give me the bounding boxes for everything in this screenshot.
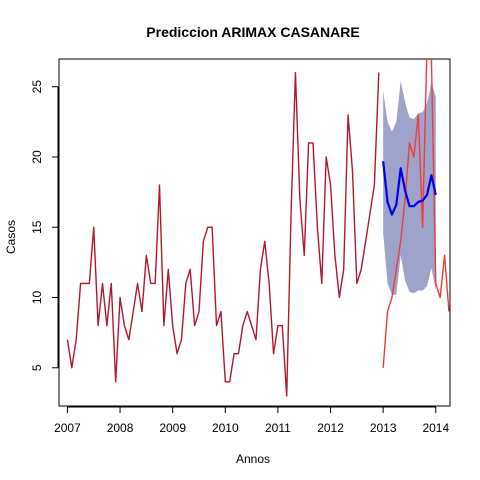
confidence-band (383, 81, 436, 295)
y-tick-label: 25 (30, 80, 44, 94)
x-tick-label: 2008 (107, 421, 134, 435)
plot-area (58, 58, 451, 407)
x-tick-label: 2011 (265, 421, 291, 435)
y-tick-label: 5 (30, 364, 44, 371)
chart-title: Prediccion ARIMAX CASANARE (146, 24, 359, 40)
x-axis-label: Annos (236, 452, 270, 466)
x-tick-label: 2010 (212, 421, 239, 435)
series-line-actual-after-2013 (382, 59, 450, 368)
y-tick-label: 20 (30, 150, 44, 164)
x-tick-label: 2009 (159, 421, 186, 435)
x-axis: 2007 2008 2009 2010 2011 2012 2013 2014 (54, 406, 449, 435)
y-axis: 5 10 15 20 25 (30, 80, 59, 371)
x-tick-label: 2007 (54, 421, 81, 435)
y-axis-label: Casos (4, 220, 18, 254)
y-tick-label: 10 (30, 291, 44, 305)
x-tick-label: 2014 (422, 421, 449, 435)
x-tick-label: 2013 (370, 421, 397, 435)
confidence-band-layer (383, 81, 436, 295)
series-layer (66, 59, 450, 397)
x-tick-label: 2012 (317, 421, 344, 435)
plot-frame (58, 58, 451, 407)
y-tick-label: 15 (30, 220, 44, 234)
series-line-observed (66, 71, 380, 397)
series-line-forecast (382, 161, 437, 216)
